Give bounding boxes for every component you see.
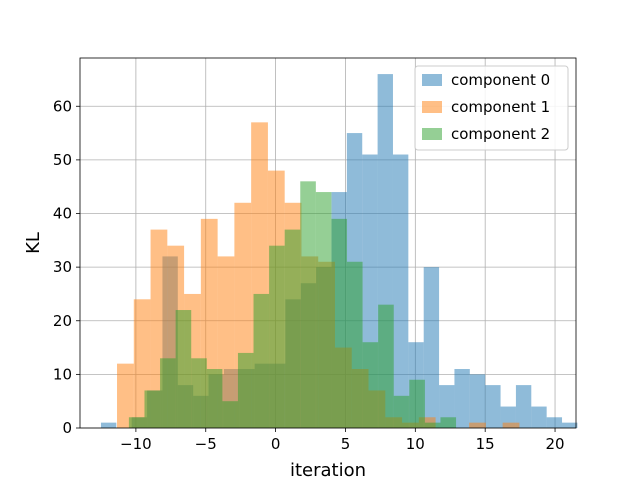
x-tick-label: −5	[195, 435, 217, 453]
histogram-bar-component-0	[515, 385, 532, 428]
histogram-bar-component-2	[253, 293, 270, 428]
y-tick-label: 30	[53, 258, 72, 276]
y-tick-label: 10	[53, 365, 72, 383]
x-tick-label: 15	[476, 435, 495, 453]
y-tick-label: 60	[53, 97, 72, 115]
histogram-bar-component-2	[331, 218, 348, 428]
x-axis-label: iteration	[290, 460, 366, 480]
histogram-bar-component-2	[144, 390, 161, 428]
histogram-bar-component-2	[378, 304, 394, 428]
histogram-bar-component-2	[191, 358, 207, 428]
histogram-bar-component-0	[546, 417, 563, 428]
x-axis-ticks: −10 −5 0 5 10 15 20	[120, 428, 565, 453]
histogram-bar-component-2	[300, 181, 316, 428]
histogram-bar-component-0	[392, 154, 409, 429]
legend-label-component-2: component 2	[451, 125, 550, 143]
histogram-bar-component-2	[206, 369, 223, 428]
x-tick-label: −10	[120, 435, 152, 453]
histogram-bar-component-1	[469, 422, 486, 428]
histogram-bar-component-1	[502, 422, 520, 428]
histogram-bar-component-2	[222, 401, 238, 428]
histogram-bar-component-2	[284, 229, 301, 428]
y-tick-label: 20	[53, 312, 72, 330]
legend-swatch-component-0	[422, 74, 442, 86]
histogram-bar-component-0	[454, 369, 470, 428]
histogram-bar-component-2	[393, 395, 410, 428]
legend-swatch-component-1	[422, 101, 442, 113]
histogram-bar-component-2	[128, 417, 145, 428]
histogram-bar-component-0	[423, 267, 440, 428]
y-axis-label: KL	[23, 232, 44, 254]
histogram-bar-component-2	[315, 192, 332, 428]
legend-label-component-0: component 0	[451, 71, 550, 89]
plot-frame	[79, 57, 577, 429]
y-tick-label: 50	[53, 151, 72, 169]
histogram-bar-component-2	[347, 261, 363, 428]
y-tick-label: 0	[62, 419, 72, 437]
legend-swatch-component-2	[422, 128, 442, 140]
x-tick-label: 20	[545, 435, 564, 453]
histogram-bar-component-2	[440, 417, 457, 428]
histogram-bar-component-2	[237, 352, 254, 428]
legend: component 0 component 1 component 2	[414, 65, 569, 151]
x-tick-label: 10	[406, 435, 425, 453]
histogram-bar-component-2	[424, 422, 441, 428]
histogram-bar-component-0	[562, 422, 578, 428]
histogram-bar-component-2	[160, 358, 176, 428]
histogram-bar-component-2	[269, 245, 285, 428]
histogram-bar-component-0	[469, 374, 486, 428]
histogram-bar-component-0	[100, 422, 117, 428]
histogram-bar-component-2	[175, 310, 192, 428]
legend-label-component-1: component 1	[451, 98, 550, 116]
histogram-bar-component-1	[117, 363, 134, 428]
histogram-bar-component-2	[409, 379, 425, 428]
y-axis-ticks: 0 10 20 30 40 50 60	[53, 97, 80, 437]
histogram-bar-component-0	[531, 406, 547, 428]
x-tick-label: 5	[341, 435, 351, 453]
histogram-bar-component-2	[362, 342, 379, 428]
y-tick-label: 40	[53, 205, 72, 223]
legend-frame	[414, 65, 569, 151]
histogram-bars	[100, 74, 578, 429]
x-tick-label: 0	[271, 435, 281, 453]
histogram-bar-component-0	[485, 385, 501, 428]
